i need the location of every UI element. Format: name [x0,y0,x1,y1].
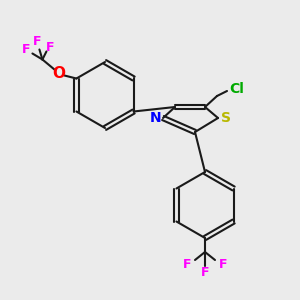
Text: S: S [221,111,231,125]
Text: F: F [46,41,55,54]
Text: F: F [33,35,42,48]
Text: F: F [201,266,209,278]
Text: O: O [52,66,65,81]
Text: Cl: Cl [230,82,244,96]
Text: F: F [183,257,191,271]
Text: N: N [150,111,162,125]
Text: F: F [22,43,31,56]
Text: F: F [219,257,227,271]
